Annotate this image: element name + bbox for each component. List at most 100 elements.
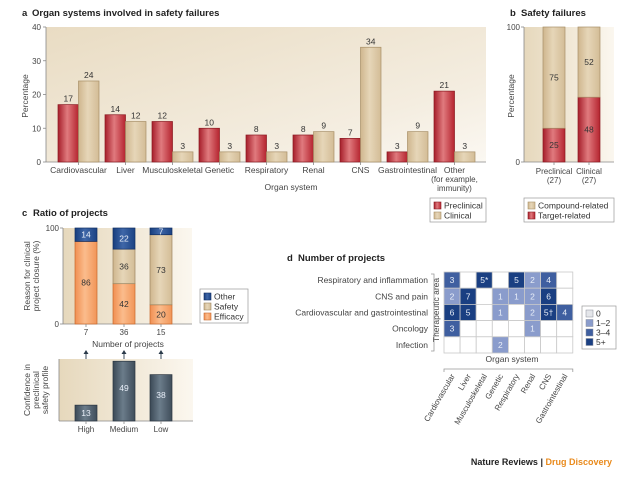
panel-d-cell-value: 5* [480, 275, 489, 285]
panel-a-bar-value: 10 [205, 117, 215, 127]
panel-c-bar-other [74, 227, 98, 242]
journal-section: Drug Discovery [545, 457, 612, 467]
panel-d-column-bracket [443, 368, 574, 372]
panel-d-cell-value: 1 [514, 291, 519, 301]
panel-b-bar-compound-related [542, 26, 566, 129]
panel-a-legend-swatch-preclinical [433, 201, 442, 210]
panel-d-cell-value: 1 [530, 324, 535, 334]
panel-a-category-label: Liver [116, 165, 135, 175]
panel-a-category-label: immunity) [437, 184, 472, 193]
panel-d-title: Number of projects [298, 253, 385, 264]
panel-d-heatmap-cell [459, 271, 477, 289]
panel-d-heatmap-cell [475, 287, 493, 305]
panel-d-row-label: Oncology [392, 324, 429, 334]
panel-c-letter: c [22, 208, 27, 219]
panel-c-title: Ratio of projects [33, 208, 108, 219]
panel-d-heatmap-cell [524, 336, 542, 354]
panel-a-bar-clinical [172, 151, 194, 163]
panel-b-bar-value: 25 [549, 140, 559, 150]
panel-a-bar-clinical [407, 131, 429, 163]
panel-d-cell-value: 4 [562, 308, 567, 318]
panel-c-ytick-label: 100 [46, 224, 60, 233]
panel-c-bar-value: 22 [119, 234, 129, 244]
panel-a-bar-value: 3 [180, 141, 185, 151]
panel-d-letter: d [287, 253, 293, 264]
panel-a-bar-value: 14 [111, 104, 121, 114]
panel-b-title: Safety failures [521, 8, 586, 19]
panel-a-bar-clinical [125, 121, 147, 163]
panel-c-legend-swatch-other [203, 292, 212, 301]
panel-a-bar-preclinical [57, 104, 79, 163]
panel-c-bar-other [112, 227, 136, 250]
panel-a-ylabel: Percentage [20, 74, 30, 118]
panel-b-bar-compound-related [577, 26, 601, 98]
panel-c-category-label: 36 [120, 328, 129, 337]
panel-d-legend-label: 1–2 [596, 318, 610, 328]
panel-a-bar-value: 8 [254, 124, 259, 134]
panel-a-bar-clinical [219, 151, 241, 163]
footer-separator: | [537, 457, 546, 467]
panel-d-legend-swatch [585, 309, 594, 318]
panel-d-heatmap-cell [556, 287, 574, 305]
panel-d-column-label: CNS [537, 373, 553, 392]
journal-name: Nature Reviews [470, 457, 538, 467]
panel-d-cell-value: 2 [530, 308, 535, 318]
panel-a-category-label: Gastrointestinal [378, 165, 437, 175]
panel-d-cell-value: 2 [530, 291, 535, 301]
panel-a-bar-preclinical [104, 114, 126, 163]
panel-a-bar-preclinical [339, 138, 361, 163]
panel-d-heatmap-cell [475, 303, 493, 321]
panel-b-ytick-label: 0 [516, 158, 521, 167]
panel-d-column-label: Gastrointestinal [534, 372, 570, 425]
panel-b-legend-label: Compound-related [538, 201, 609, 211]
panel-a-legend-swatch-clinical [433, 211, 442, 220]
panel-c-lower-ylabel-line: safety profile [40, 366, 50, 414]
panel-d-heatmap-cell [475, 320, 493, 338]
panel-a-category-label: Respiratory [245, 165, 289, 175]
panel-b-plot-background [524, 27, 614, 162]
panel-d-cell-value: 2 [498, 340, 503, 350]
panel-c-lower-ylabel-line: preclinical [31, 371, 41, 409]
panel-d-legend-swatch [585, 328, 594, 337]
panel-a-bar-value: 34 [366, 36, 376, 46]
panel-c-confidence-label: Low [154, 425, 169, 434]
panel-a-bar-value: 21 [440, 80, 450, 90]
panel-d-cell-value: 1 [498, 308, 503, 318]
panel-d-legend-swatch [585, 319, 594, 327]
panel-a-bar-clinical [78, 80, 100, 163]
panel-c-legend-label: Safety [214, 302, 239, 312]
panel-a-bar-value: 24 [84, 70, 94, 80]
panel-a-bar-preclinical [292, 134, 314, 163]
panel-d-cell-value: 4 [546, 275, 551, 285]
panel-d-xlabel: Organ system [486, 354, 539, 364]
panel-d-legend-swatch [585, 338, 594, 346]
panel-c-ylabel-line: project closure (%) [31, 240, 41, 311]
panel-a-category-label: Musculoskeletal [142, 165, 203, 175]
panel-d-legend-label: 3–4 [596, 328, 610, 338]
panel-a-legend-label: Preclinical [444, 201, 483, 211]
panel-b-bar-value: 75 [549, 73, 559, 83]
panel-a-bar-value: 12 [158, 111, 168, 121]
panel-d-cell-value: 7 [466, 291, 471, 301]
panel-a-category-label: Other [444, 165, 465, 175]
panel-c-lower-ylabel-line: Confidence in [22, 364, 32, 416]
panel-c-bar-other [149, 227, 173, 236]
panel-a-bar-preclinical [433, 90, 455, 163]
panel-a-bar-value: 3 [395, 141, 400, 151]
panel-a-organ-systems: a Organ systems involved in safety failu… [20, 8, 487, 223]
panel-d-column-label: Cardiovascular [422, 372, 457, 423]
panel-d-cell-value: 3 [450, 324, 455, 334]
panel-a-ytick-label: 0 [37, 158, 42, 167]
panel-b-letter: b [510, 8, 516, 19]
panel-a-bar-preclinical [386, 151, 408, 163]
panel-c-bar-value: 73 [156, 265, 166, 275]
panel-c-ytick-label: 0 [55, 320, 60, 329]
panel-a-bar-value: 8 [301, 124, 306, 134]
panel-d-heatmap-cell [443, 336, 461, 354]
arrow-head-icon [158, 350, 164, 354]
panel-b-category-count: (27) [547, 176, 562, 185]
panel-b-bar-value: 52 [584, 57, 594, 67]
panel-d-column-label: Renal [519, 372, 537, 395]
panel-c-bar-value: 86 [81, 278, 91, 288]
